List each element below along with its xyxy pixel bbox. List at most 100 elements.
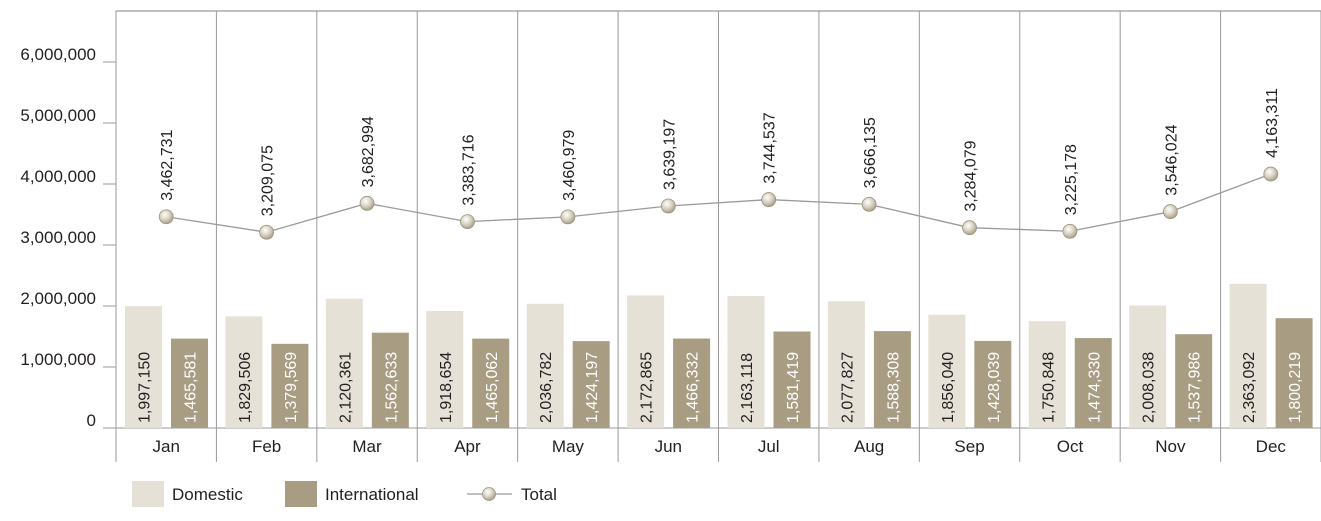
total-point-marker — [1062, 223, 1078, 239]
bar-international — [371, 332, 409, 428]
x-tick-label: May — [552, 437, 585, 456]
bar-domestic — [526, 303, 564, 428]
bar-international — [171, 338, 208, 428]
bar-label-domestic: 2,008,038 — [1141, 352, 1158, 423]
bar-label-international: 1,465,581 — [183, 352, 200, 423]
bar-label-international: 1,800,219 — [1287, 352, 1304, 423]
legend-swatch-domestic — [132, 481, 164, 507]
total-point-label: 3,546,024 — [1163, 124, 1180, 195]
bar-label-domestic: 2,120,361 — [337, 352, 354, 423]
bar-domestic — [928, 314, 966, 428]
bar-domestic — [727, 296, 765, 428]
bar-label-international: 1,581,419 — [785, 352, 802, 423]
bar-domestic — [1229, 283, 1267, 428]
bar-label-international: 1,379,569 — [283, 352, 300, 423]
x-tick-label: Nov — [1155, 437, 1186, 456]
bar-international — [271, 343, 309, 428]
bar-international — [773, 331, 811, 428]
total-point-label: 3,460,979 — [561, 130, 578, 201]
y-tick-label: 6,000,000 — [20, 45, 96, 64]
total-point-label: 4,163,311 — [1264, 88, 1281, 158]
x-tick-label: Jan — [152, 437, 179, 456]
bar-international — [1275, 318, 1313, 428]
total-point-marker — [1162, 204, 1178, 220]
legend-label-domestic: Domestic — [172, 485, 243, 504]
bar-domestic — [325, 298, 363, 428]
y-tick-label: 1,000,000 — [20, 350, 96, 369]
legend-label-total: Total — [521, 485, 557, 504]
legend-swatch-international — [285, 481, 317, 507]
bar-label-domestic: 2,172,865 — [639, 352, 656, 423]
total-point-marker — [761, 192, 777, 207]
bar-domestic — [225, 316, 263, 428]
x-tick-label: Jun — [655, 437, 682, 456]
bar-international — [1175, 334, 1213, 428]
bar-label-international: 1,588,308 — [885, 352, 902, 423]
x-tick-label: Jul — [758, 437, 780, 456]
total-point-label: 3,383,716 — [460, 134, 477, 205]
bar-domestic — [1028, 321, 1066, 428]
total-point-marker — [861, 196, 877, 212]
total-point-label: 3,462,731 — [159, 129, 176, 200]
bar-label-domestic: 2,363,092 — [1241, 352, 1258, 423]
legend-label-international: International — [325, 485, 419, 504]
bar-domestic — [125, 306, 162, 428]
bar-domestic — [627, 295, 665, 428]
x-tick-label: Feb — [252, 437, 281, 456]
total-point-label: 3,209,075 — [260, 145, 277, 216]
total-point-marker — [359, 195, 375, 211]
total-point-marker — [259, 224, 275, 240]
x-tick-label: Sep — [954, 437, 984, 456]
total-series-line — [166, 173, 1272, 233]
bar-international — [673, 338, 711, 428]
total-point-label: 3,682,994 — [360, 116, 377, 187]
bar-domestic — [827, 301, 865, 428]
bar-international — [873, 331, 911, 428]
bar-label-domestic: 2,163,118 — [739, 353, 756, 423]
bar-label-international: 1,428,039 — [986, 352, 1003, 423]
legend-marker-total — [482, 487, 496, 501]
x-tick-label: Apr — [454, 437, 481, 456]
y-tick-label: 4,000,000 — [20, 167, 96, 186]
total-point-label: 3,284,079 — [963, 140, 980, 211]
total-point-marker — [158, 209, 174, 225]
bar-label-domestic: 1,829,506 — [237, 352, 254, 423]
bar-international — [1074, 338, 1112, 428]
total-point-marker — [560, 209, 576, 225]
total-point-marker — [660, 198, 676, 214]
total-point-marker — [1263, 166, 1279, 182]
bar-label-domestic: 1,997,150 — [137, 352, 154, 423]
y-tick-label: 0 — [87, 411, 96, 430]
bar-label-domestic: 1,856,040 — [940, 352, 957, 423]
bar-label-international: 1,562,633 — [383, 352, 400, 423]
x-tick-label: Oct — [1057, 437, 1084, 456]
x-tick-label: Mar — [352, 437, 382, 456]
y-tick-label: 5,000,000 — [20, 106, 96, 125]
total-point-marker — [460, 214, 475, 229]
bar-label-international: 1,466,332 — [685, 352, 702, 423]
bar-international — [572, 341, 610, 428]
total-point-label: 3,639,197 — [661, 119, 678, 190]
bar-label-domestic: 1,918,654 — [438, 352, 455, 423]
bar-label-international: 1,474,330 — [1086, 352, 1103, 423]
x-tick-label: Aug — [854, 437, 884, 456]
x-tick-label: Dec — [1256, 437, 1287, 456]
total-point-label: 3,225,178 — [1063, 144, 1080, 215]
total-point-label: 3,744,537 — [762, 112, 779, 183]
bar-label-domestic: 1,750,848 — [1040, 352, 1057, 423]
bar-domestic — [426, 310, 464, 428]
bar-label-domestic: 2,077,827 — [839, 352, 856, 423]
bar-international — [974, 340, 1012, 428]
total-point-label: 3,666,135 — [862, 117, 879, 188]
bar-domestic — [1129, 305, 1167, 428]
y-tick-label: 3,000,000 — [20, 228, 96, 247]
bar-international — [472, 338, 510, 428]
total-point-marker — [962, 220, 977, 236]
y-tick-label: 2,000,000 — [20, 289, 96, 308]
bar-label-international: 1,537,986 — [1187, 352, 1204, 423]
bar-label-international: 1,424,197 — [584, 352, 601, 423]
bar-label-domestic: 2,036,782 — [538, 352, 555, 423]
bar-label-international: 1,465,062 — [484, 352, 501, 423]
